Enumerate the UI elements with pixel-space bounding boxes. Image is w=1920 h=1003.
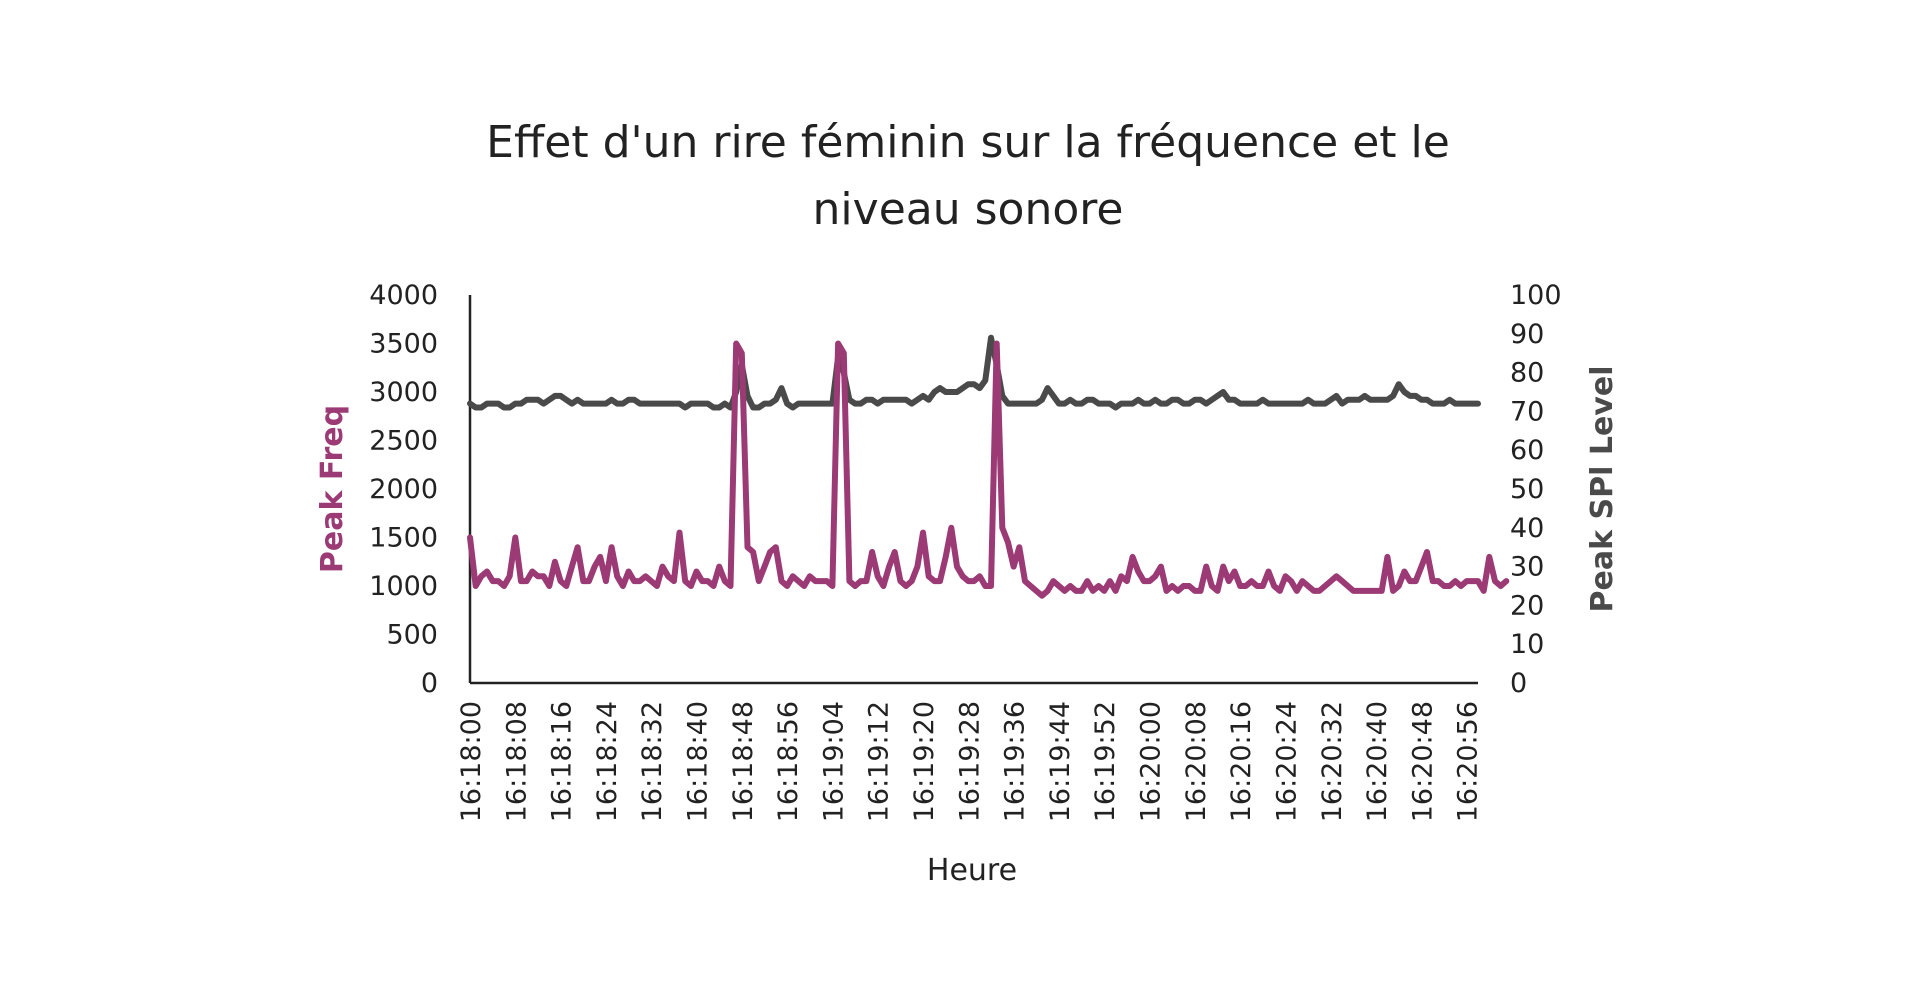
y-right-tick-labels: 0 10 20 30 40 50 60 70 80 90 100 — [1510, 280, 1562, 699]
y-right-tick-label: 100 — [1510, 280, 1562, 311]
y-left-tick-label: 1000 — [369, 571, 438, 602]
x-tick-label: 16:18:00 — [456, 701, 487, 822]
x-tick-label: 16:18:32 — [637, 701, 668, 822]
y-right-tick-label: 50 — [1510, 474, 1544, 505]
x-tick-label: 16:18:40 — [683, 701, 714, 822]
y-right-tick-label: 60 — [1510, 435, 1544, 466]
series-layer — [467, 334, 1510, 599]
y-left-tick-labels: 0 500 1000 1500 2000 2500 3000 3500 4000 — [369, 280, 438, 699]
y-left-tick-label: 2000 — [369, 474, 438, 505]
y-right-tick-label: 10 — [1510, 629, 1544, 660]
y-axis-left-title: Peak Freq — [315, 405, 350, 573]
series-line-peak-spl-level — [467, 334, 1481, 411]
x-tick-label: 16:19:12 — [864, 701, 895, 822]
x-tick-label: 16:20:16 — [1226, 701, 1257, 822]
x-tick-label: 16:18:16 — [547, 701, 578, 822]
y-right-tick-label: 30 — [1510, 552, 1544, 583]
x-tick-label: 16:20:40 — [1362, 701, 1393, 822]
x-tick-label: 16:19:44 — [1045, 701, 1076, 822]
x-tick-label: 16:19:04 — [818, 701, 849, 822]
x-tick-label: 16:19:52 — [1090, 701, 1121, 822]
y-left-tick-label: 3000 — [369, 377, 438, 408]
x-tick-label: 16:19:28 — [954, 701, 985, 822]
x-tick-label: 16:20:48 — [1407, 701, 1438, 822]
y-left-tick-label: 3500 — [369, 329, 438, 360]
x-tick-label: 16:20:00 — [1136, 701, 1167, 822]
x-tick-label: 16:19:36 — [1000, 701, 1031, 822]
x-tick-label: 16:18:24 — [592, 701, 623, 822]
chart-title-line2: niveau sonore — [813, 184, 1124, 235]
y-left-tick-label: 500 — [386, 620, 438, 651]
y-left-tick-label: 1500 — [369, 523, 438, 554]
x-tick-label: 16:18:56 — [773, 701, 804, 822]
x-tick-label: 16:20:32 — [1317, 701, 1348, 822]
series-line-peak-freq — [467, 340, 1510, 599]
y-left-tick-label: 4000 — [369, 280, 438, 311]
x-tick-label: 16:20:56 — [1453, 701, 1484, 822]
y-left-tick-label: 2500 — [369, 426, 438, 457]
y-right-tick-label: 20 — [1510, 590, 1544, 621]
y-axis-right-title: Peak SPl Level — [1585, 366, 1620, 613]
x-tick-label: 16:20:08 — [1181, 701, 1212, 822]
y-right-tick-label: 0 — [1510, 668, 1527, 699]
x-tick-labels: 16:18:00 16:18:08 16:18:16 16:18:24 16:18:32… — [456, 701, 1484, 822]
y-left-tick-label: 0 — [421, 668, 438, 699]
x-tick-label: 16:18:08 — [501, 701, 532, 822]
x-tick-label: 16:20:24 — [1271, 701, 1302, 822]
y-right-tick-label: 70 — [1510, 396, 1544, 427]
x-tick-label: 16:19:20 — [909, 701, 940, 822]
chart-title-line1: Effet d'un rire féminin sur la fréquence… — [486, 117, 1450, 168]
x-tick-label: 16:18:48 — [728, 701, 759, 822]
y-right-tick-label: 40 — [1510, 513, 1544, 544]
y-right-tick-label: 80 — [1510, 358, 1544, 389]
x-axis-title: Heure — [927, 853, 1017, 888]
y-right-tick-label: 90 — [1510, 319, 1544, 350]
